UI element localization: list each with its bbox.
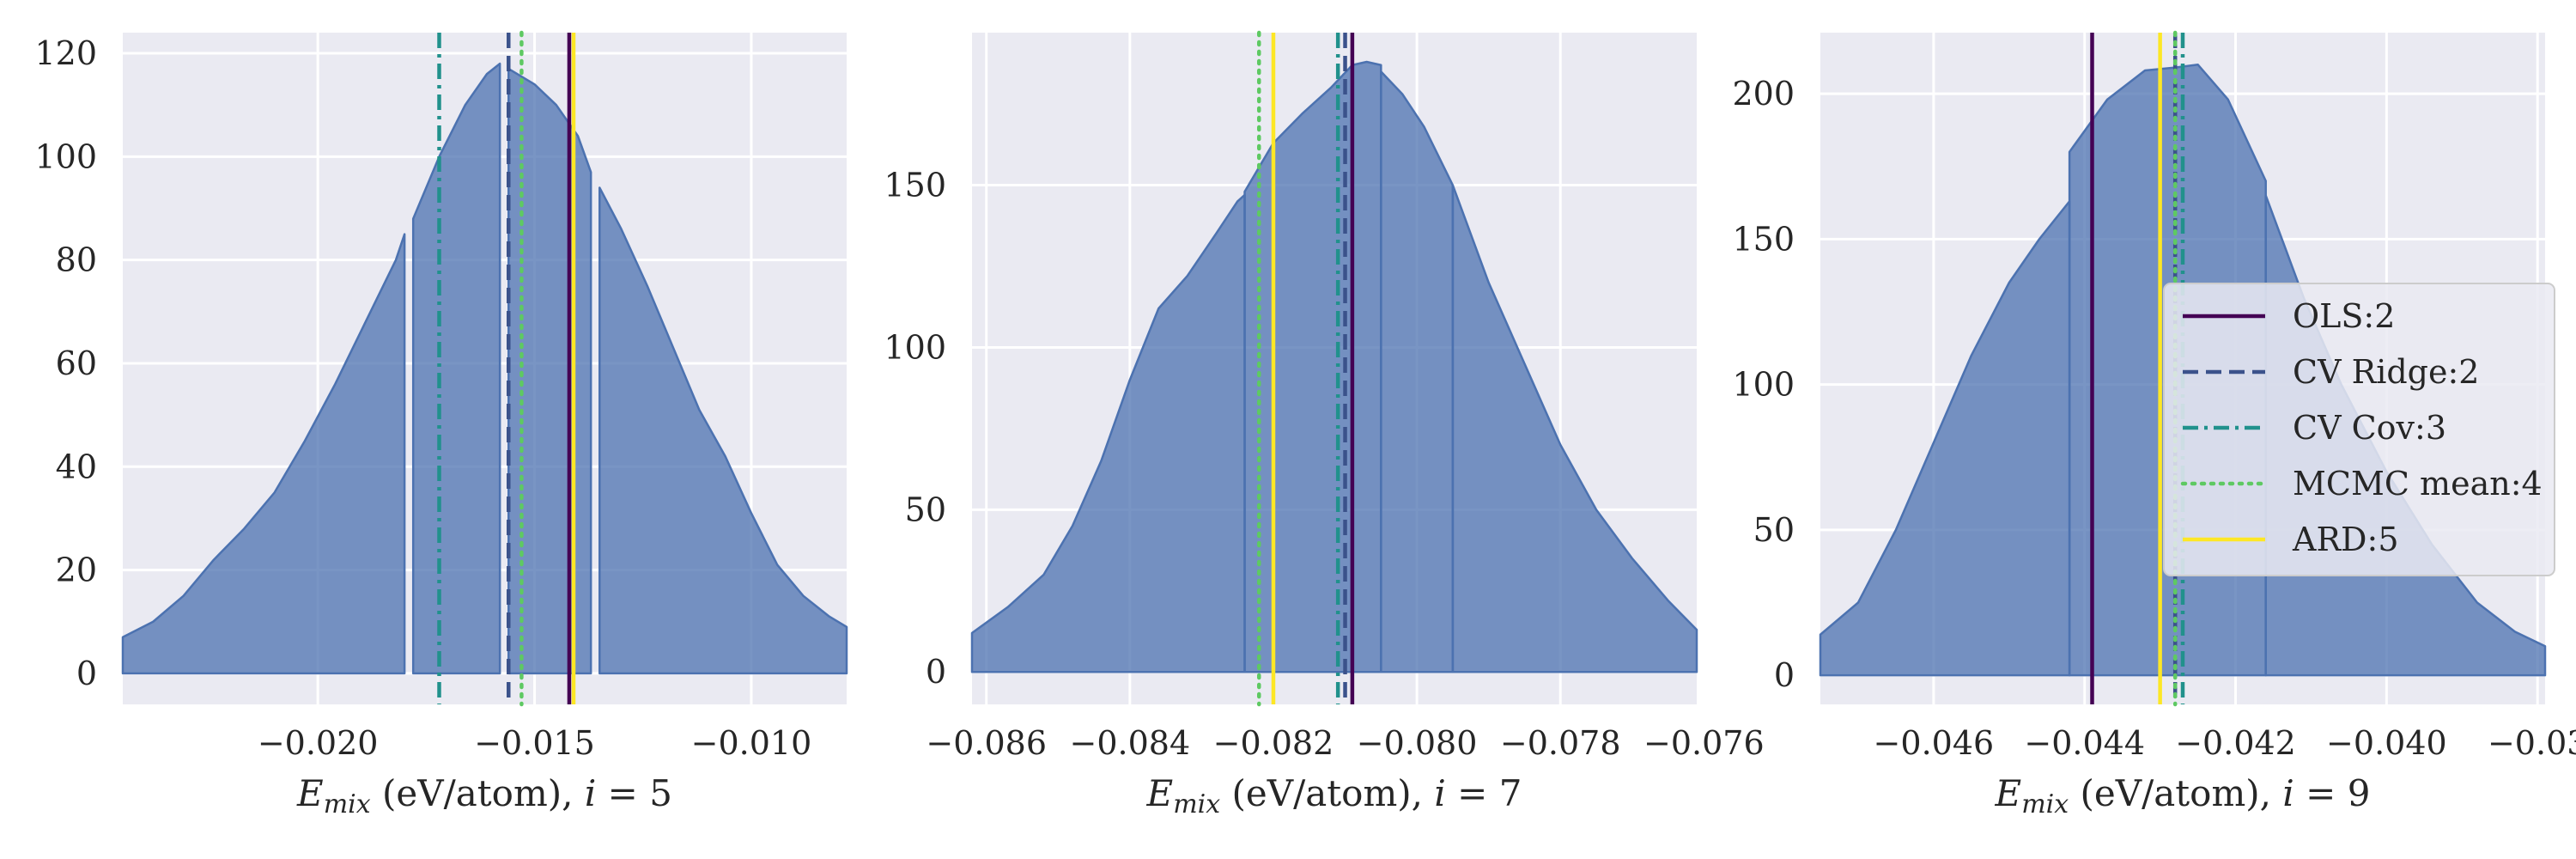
x-tick-label: −0.076: [1643, 724, 1765, 762]
x-tick-label: −0.080: [1357, 724, 1478, 762]
x-axis-label-var: E: [1995, 772, 2022, 814]
y-tick-label: 120: [34, 34, 97, 72]
x-tick-label: −0.010: [691, 724, 812, 762]
density-segment: [598, 186, 848, 675]
legend-box: [2163, 283, 2555, 576]
x-axis-label: Emix (eV/atom), i = 7: [1146, 772, 1522, 819]
legend-label: MCMC mean:4: [2293, 465, 2543, 503]
x-axis-label-value: = 9: [2294, 772, 2371, 814]
x-tick-label: −0.020: [258, 724, 379, 762]
y-tick-label: 50: [1753, 511, 1795, 549]
y-tick-label: 150: [884, 167, 946, 204]
x-tick-label: −0.086: [926, 724, 1047, 762]
legend: OLS:2 CV Ridge:2 CV Cov:3 MCMC mean:4 ARD:5: [2163, 283, 2555, 576]
x-axis-label-value: = 5: [596, 772, 672, 814]
x-tick-label: −0.044: [2024, 724, 2145, 762]
x-axis-label-var: E: [1146, 772, 1174, 814]
y-tick-label: 0: [1774, 656, 1795, 694]
y-tick-label: 0: [76, 655, 97, 692]
x-axis-label-sub: mix: [1173, 789, 1220, 819]
panels-group: 0 20 40 60 80 100 120 −0.020 −0.015 −0.010 Emix (e…: [34, 30, 2576, 819]
y-tick-label: 100: [1732, 366, 1795, 404]
y-tick-label: 200: [1732, 75, 1795, 113]
y-tick-label: 60: [56, 344, 97, 382]
chart-panel-1: 0 20 40 60 80 100 120 −0.020 −0.015 −0.010 Emix (e…: [34, 30, 848, 819]
density-segment: [970, 193, 1246, 673]
y-tick-label: 100: [34, 137, 97, 175]
legend-label: ARD:5: [2292, 521, 2399, 558]
y-tick-label: 80: [56, 241, 97, 279]
x-axis-label-index: i: [2282, 772, 2293, 814]
x-tick-label: −0.042: [2175, 724, 2296, 762]
legend-label: CV Cov:3: [2293, 409, 2446, 447]
x-tick-label: −0.03: [2488, 724, 2576, 762]
x-tick-label: −0.082: [1213, 724, 1334, 762]
x-tick-label: −0.078: [1500, 724, 1621, 762]
y-tick-label: 100: [884, 328, 946, 366]
x-tick-label: −0.084: [1070, 724, 1191, 762]
y-tick-label: 0: [926, 653, 946, 691]
x-axis-label: Emix (eV/atom), i = 5: [296, 772, 672, 819]
y-tick-label: 40: [56, 448, 97, 485]
density-segment: [1380, 70, 1455, 673]
density-segment: [1451, 184, 1698, 673]
y-tick-label: 150: [1732, 220, 1795, 258]
y-tick-label: 50: [905, 490, 946, 528]
x-axis-label-units: (eV/atom),: [2069, 772, 2282, 814]
density-segment: [121, 233, 406, 675]
x-tick-label: −0.015: [474, 724, 595, 762]
legend-label: CV Ridge:2: [2293, 353, 2479, 391]
x-axis-label-sub: mix: [324, 789, 371, 819]
legend-label: OLS:2: [2293, 297, 2395, 335]
density-segment: [411, 62, 501, 675]
x-axis-label-units: (eV/atom),: [371, 772, 585, 814]
x-axis-label-index: i: [585, 772, 596, 814]
x-axis-label: Emix (eV/atom), i = 9: [1995, 772, 2371, 819]
x-tick-label: −0.040: [2326, 724, 2447, 762]
x-axis-label-var: E: [296, 772, 324, 814]
x-axis-label-index: i: [1434, 772, 1445, 814]
y-tick-label: 20: [56, 551, 97, 589]
x-axis-label-units: (eV/atom),: [1220, 772, 1434, 814]
chart-panel-2: 0 50 100 150 −0.086 −0.084 −0.082 −0.080 −0.078−…: [884, 30, 1765, 819]
x-axis-label-value: = 7: [1446, 772, 1522, 814]
x-axis-label-sub: mix: [2021, 789, 2069, 819]
x-tick-label: −0.046: [1874, 724, 1995, 762]
